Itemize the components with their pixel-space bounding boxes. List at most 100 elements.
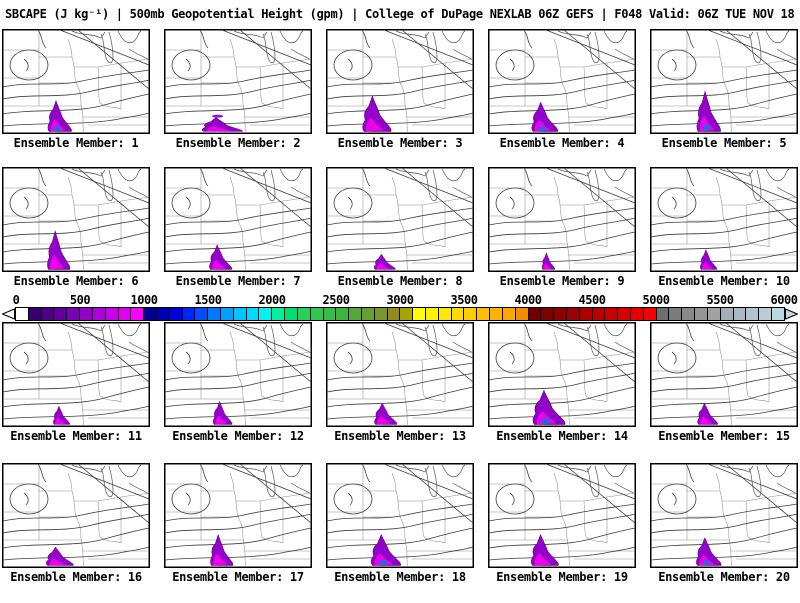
forecast-map [488,322,636,427]
colorbar-cell [707,307,721,320]
map-border [326,167,474,272]
colorbar-tick-label: 5000 [642,293,670,307]
colorbar-cell [310,307,324,320]
colorbar-tick-label: 6000 [770,293,798,307]
member-label: Ensemble Member: 12 [172,429,304,443]
great-lakes-outline [233,168,312,202]
cape-fill [374,402,398,425]
cape-magenta-fill [702,261,713,270]
map-border [164,167,312,272]
colorbar-scale [15,306,785,321]
height-contours [326,29,474,127]
state-boundaries [489,464,636,568]
cape-magenta-fill [366,118,384,132]
colorbar-cell [336,307,350,320]
cape-magenta-fill [215,415,227,425]
member-label: Ensemble Member: 4 [499,136,625,150]
colorbar-cell [669,307,683,320]
colorbar-cell [41,307,55,320]
member-label: Ensemble Member: 16 [10,570,142,584]
cape-fill [531,533,559,566]
ensemble-panel: Ensemble Member: 5 [650,29,798,153]
panel-row-3: Ensemble Member: 11 [0,322,800,446]
colorbar-tick-label: 500 [69,293,91,307]
state-boundaries [165,168,312,272]
colorbar-cell [771,307,784,320]
colorbar-cell [285,307,298,320]
great-lakes-outline [71,168,150,202]
forecast-map [488,29,636,134]
forecast-map [164,167,312,272]
forecast-map [2,322,150,427]
ensemble-panel: Ensemble Member: 15 [650,322,798,446]
height-contours [2,167,150,265]
cape-fill [370,533,402,566]
cape-magenta-fill [213,553,227,566]
colorbar-cell [554,307,567,320]
ensemble-panel: Ensemble Member: 6 [2,167,150,291]
member-label: Ensemble Member: 1 [13,136,139,150]
height-contours [164,322,312,420]
colorbar-tick-label: 1000 [130,293,158,307]
panel-row-4: Ensemble Member: 16 [0,463,800,587]
height-contours [488,463,636,561]
member-label: Ensemble Member: 7 [175,274,301,288]
title-bar: SBCAPE (J kg⁻¹) | 500mb Geopotential Hei… [0,3,800,25]
cape-magenta-fill [206,126,232,132]
colorbar-tick-label: 2500 [322,293,350,307]
colorbar-cell [413,307,426,320]
colorbar-cell [720,307,734,320]
member-label: Ensemble Member: 6 [13,274,139,288]
state-boundaries [165,464,312,568]
height-contours [488,322,636,420]
page-title: SBCAPE (J kg⁻¹) | 500mb Geopotential Hei… [5,7,800,21]
forecast-map [488,463,636,568]
state-boundaries [3,30,150,134]
height-contours [488,167,636,265]
colorbar-cell [631,307,644,320]
colorbar-cell [374,307,388,320]
colorbar-cell [566,307,580,320]
colorbar-cell [349,307,362,320]
cape-fill [46,546,74,566]
colorbar-cell [16,307,29,320]
member-label: Ensemble Member: 10 [658,274,790,288]
height-contours [650,463,798,561]
colorbar-cell [297,307,311,320]
cape-fill [210,533,234,566]
colorbar-cell [246,307,260,320]
colorbar-tick-label: 3500 [450,293,478,307]
cape-fill [201,114,243,132]
forecast-map [488,167,636,272]
member-label: Ensemble Member: 13 [334,429,466,443]
colorbar-tick-label: 4000 [514,293,542,307]
height-contours [488,29,636,127]
forecast-map [650,322,798,427]
colorbar-cell [208,307,221,320]
cape-blue-core [53,126,62,131]
colorbar-cell [746,307,760,320]
colorbar-cell [54,307,68,320]
colorbar-cell [92,307,106,320]
colorbar-cell [387,307,401,320]
colorbar-cell [259,307,273,320]
member-label: Ensemble Member: 8 [337,274,463,288]
member-label: Ensemble Member: 9 [499,274,625,288]
colorbar-tick-label: 1500 [194,293,222,307]
ensemble-panel: Ensemble Member: 9 [488,167,636,291]
member-label: Ensemble Member: 20 [658,570,790,584]
cape-fill [53,405,70,425]
colorbar-cell [80,307,93,320]
height-contours [650,322,798,420]
colorbar-cell [169,307,183,320]
colorbar: 0 500 1000 1500 2000 2500 3000 3500 4000 4500 5000… [0,293,800,321]
cape-magenta-fill [377,416,391,425]
ensemble-panel: Ensemble Member: 17 [164,463,312,587]
ensemble-panel: Ensemble Member: 14 [488,322,636,446]
member-label: Ensemble Member: 5 [661,136,787,150]
colorbar-cell [233,307,247,320]
cape-fill [541,252,556,270]
cape-fill [532,389,566,425]
ensemble-panel: Ensemble Member: 4 [488,29,636,153]
ensemble-panel: Ensemble Member: 13 [326,322,474,446]
